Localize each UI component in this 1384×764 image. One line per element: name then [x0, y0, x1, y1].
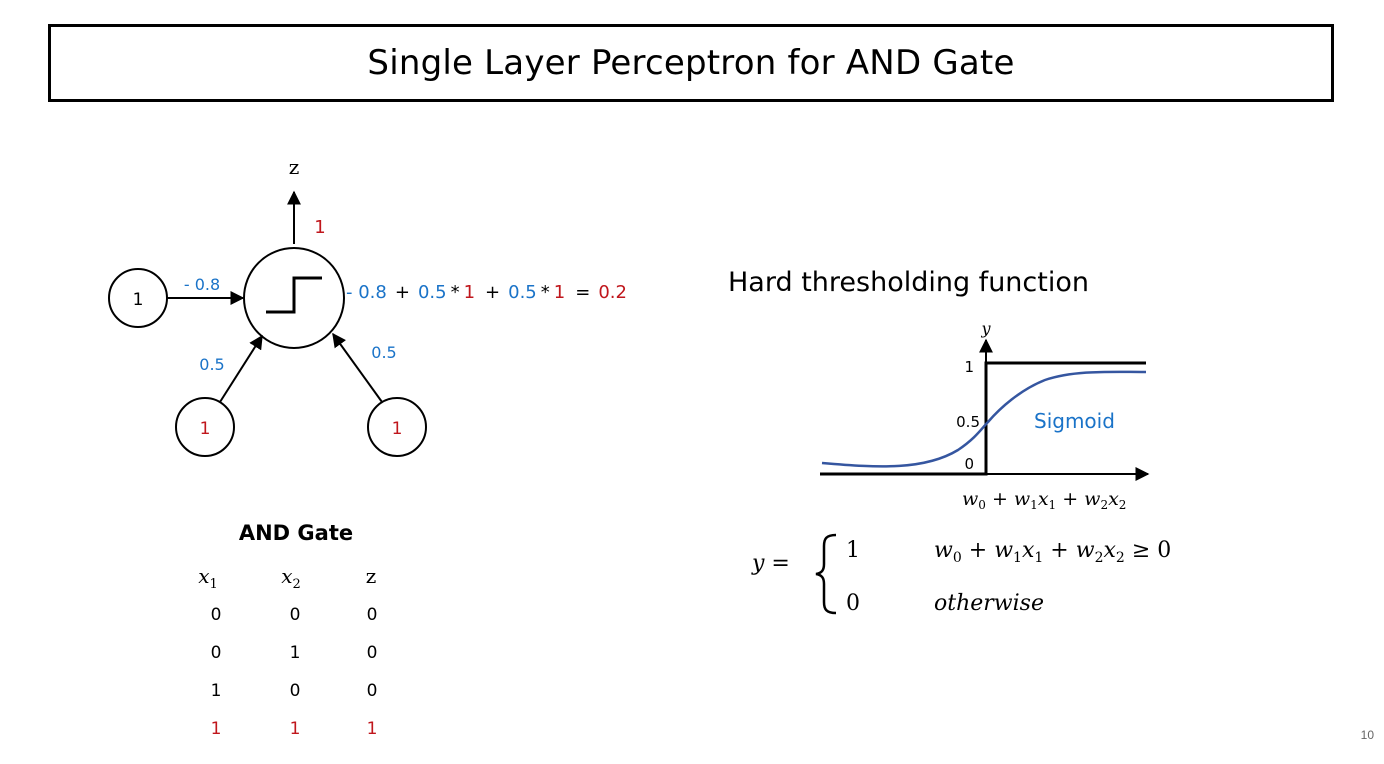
bias-node-value: 1 [133, 290, 144, 310]
header-x2: x2 [281, 564, 301, 592]
and-gate-rows: 0 0 0 0 1 0 1 0 0 1 1 1 [211, 605, 378, 739]
input1-weight: 0.5 [199, 355, 224, 374]
sigmoid-label: Sigmoid [1034, 409, 1115, 433]
and-gate-cell-r2-c0: 1 [211, 681, 222, 701]
eq-plus1: + [395, 282, 410, 303]
input1-node [175, 397, 235, 457]
input2-weight: 0.5 [371, 343, 396, 362]
perceptron-diagram: z 1 1 - 0.8 1 0.5 1 0.5 - 0.8 +0.5 * 1 +0.5 *… [108, 155, 627, 457]
input2-node-value: 1 [392, 419, 403, 439]
eq-times2: * [541, 282, 550, 303]
eq-times1: * [451, 282, 460, 303]
and-gate-cell-r0-c1: 0 [290, 605, 301, 625]
slide-number: 10 [1360, 728, 1374, 742]
and-gate-cell-r1-c1: 1 [290, 643, 301, 663]
and-gate-cell-r2-c2: 0 [367, 681, 378, 701]
tick-1: 1 [964, 358, 974, 376]
input1-edge [219, 334, 263, 403]
input2-node [367, 397, 427, 457]
eq-result: 0.2 [598, 282, 627, 303]
y-axis-label: y [980, 319, 991, 338]
header-x1: x1 [198, 564, 218, 592]
threshold-heading: Hard thresholding function [728, 267, 1089, 298]
tick-0: 0 [964, 455, 974, 473]
weighted-sum-equation: - 0.8 +0.5 * 1 +0.5 * 1 = 0.2 [346, 282, 627, 303]
and-gate-cell-r0-c2: 0 [367, 605, 378, 625]
eq-w1: 0.5 [418, 282, 447, 303]
title-box: Single Layer Perceptron for AND Gate [48, 24, 1334, 102]
sigmoid-curve [821, 370, 1147, 468]
x-axis-label: w0 + w1x1 + w2x2 [962, 488, 1126, 512]
eq-w2: 0.5 [508, 282, 537, 303]
and-gate-cell-r1-c0: 0 [211, 643, 222, 663]
and-gate-cell-r2-c1: 0 [290, 681, 301, 701]
header-z: z [366, 564, 377, 588]
and-gate-table: AND Gate x1 x2 z 0 0 0 0 1 0 1 0 0 1 1 1 [198, 521, 377, 739]
bias-weight: - 0.8 [184, 275, 220, 294]
eq-bias: - 0.8 [346, 282, 387, 303]
and-gate-cell-r1-c2: 0 [367, 643, 378, 663]
eq-equals: = [575, 282, 590, 303]
input1-node-value: 1 [200, 419, 211, 439]
case1-value: 1 [846, 538, 860, 563]
piecewise-definition: y = 1 w0 + w1x1 + w2x2 ≥ 0 0 otherwise [751, 533, 1171, 616]
eq-x1: 1 [464, 282, 475, 303]
and-gate-cell-r0-c0: 0 [211, 605, 222, 625]
slide-title: Single Layer Perceptron for AND Gate [367, 43, 1015, 83]
eq-x2: 1 [554, 282, 565, 303]
tick-0-5: 0.5 [956, 413, 980, 431]
case2-condition: otherwise [934, 591, 1044, 616]
and-gate-cell-r3-c0: 1 [211, 719, 222, 739]
output-label: z [289, 155, 300, 179]
step-function-curve [820, 361, 1146, 476]
piecewise-lhs: y = [751, 551, 790, 576]
case2-value: 0 [846, 591, 860, 616]
threshold-section: Hard thresholding function y 1 0.5 0 Sig… [728, 267, 1150, 512]
and-gate-cell-r3-c2: 1 [367, 719, 378, 739]
output-value: 1 [314, 217, 325, 238]
and-gate-cell-r3-c1: 1 [290, 719, 301, 739]
step-function-icon [266, 276, 322, 314]
input2-edge [332, 332, 383, 403]
and-gate-title: AND Gate [239, 521, 353, 545]
left-brace [815, 533, 837, 615]
case1-condition: w0 + w1x1 + w2x2 ≥ 0 [934, 538, 1171, 566]
eq-plus2: + [485, 282, 500, 303]
